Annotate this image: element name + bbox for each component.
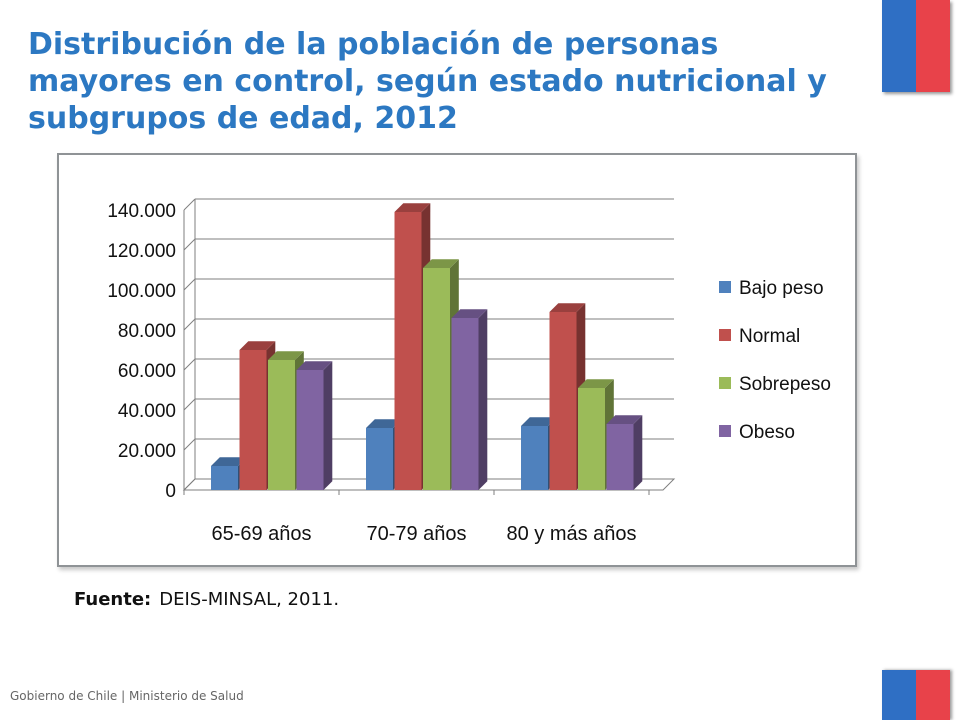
gridline-side [183,438,196,451]
y-tick-label: 0 [165,481,176,502]
bar-front [423,268,450,490]
legend-label: Obeso [739,422,795,443]
y-tick-label: 80.000 [118,321,176,342]
source-text: DEIS-MINSAL, 2011. [159,589,340,610]
bar-front [451,318,479,490]
bar-front [239,350,267,490]
gridline-side [183,198,196,211]
y-tick-label: 120.000 [107,241,176,262]
gridline-side [183,398,196,411]
legend-swatch [719,329,731,341]
chile-flag-logo-top [882,0,950,92]
bar-top [578,379,614,388]
source-note: Fuente: DEIS-MINSAL, 2011. [74,589,339,610]
bar-top [606,415,643,424]
y-tick-label: 100.000 [107,281,176,302]
bar-top [451,309,488,318]
bar-front [521,426,548,490]
gridline-side [183,318,196,331]
chart-frame: 0 20.000 40.000 60.000 80.000 100.000 120.000 1… [57,153,857,567]
bar-front [366,428,393,490]
y-tick-label: 20.000 [118,441,176,462]
bar-front [268,360,295,490]
legend-label: Sobrepeso [739,374,831,395]
legend-label: Bajo peso [739,278,824,299]
x-category-label: 65-69 años [211,523,311,545]
bar-front [394,212,422,490]
legend-swatch [719,377,731,389]
bar-top [366,419,402,428]
y-tick-label: 60.000 [118,361,176,382]
bar-side [633,415,643,490]
bar-side [478,309,488,490]
bar-top [549,303,586,312]
bar-front [578,388,605,490]
bar-top [268,351,304,360]
x-category-label: 80 y más años [506,523,636,545]
y-tick-label: 40.000 [118,401,176,422]
gridline-side [183,238,196,251]
bar-top [296,361,333,370]
x-category-label: 70-79 años [366,523,466,545]
bar-top [423,259,459,268]
legend-swatch [719,425,731,437]
bar-front [211,466,238,490]
legend-swatch [719,281,731,293]
bar-side [323,361,333,490]
legend-label: Normal [739,326,800,347]
gridline-side [183,358,196,371]
bar-front [296,370,324,490]
bar-front [549,312,577,490]
footer-text: Gobierno de Chile | Ministerio de Salud [10,689,244,703]
source-label: Fuente: [74,589,152,610]
chart-floor [182,478,676,491]
page-title: Distribución de la población de personas… [28,27,827,136]
bar-front [606,424,634,490]
chile-flag-logo-bottom [882,670,950,720]
bar-top [521,417,557,426]
bar-top [211,457,247,466]
bar-top [394,203,431,212]
gridline-side [183,278,196,291]
y-tick-label: 140.000 [107,201,176,222]
bar-chart: 0 20.000 40.000 60.000 80.000 100.000 120.000 1… [107,198,831,545]
bar-top [239,341,276,350]
